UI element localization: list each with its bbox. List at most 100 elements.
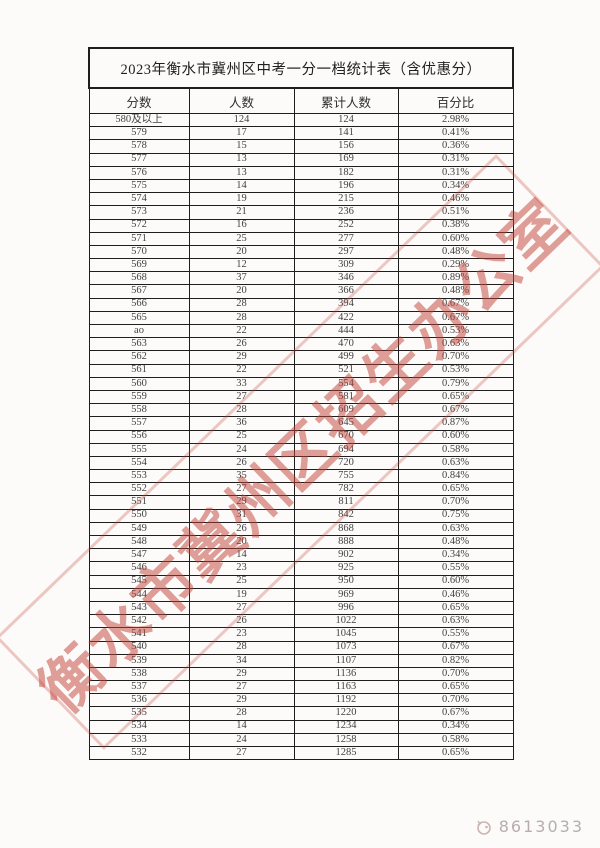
table-cell: 0.82% — [397, 653, 514, 668]
table-cell: 215 — [293, 192, 399, 207]
table-cell: 539 — [88, 653, 190, 668]
table-cell: 29 — [188, 666, 295, 682]
table-cell: 0.46% — [397, 587, 514, 602]
table-row: 579 17 141 0.41% — [88, 126, 514, 141]
table-cell: 309 — [293, 258, 399, 273]
table-cell: 31 — [188, 508, 295, 523]
table-cell: 1163 — [293, 680, 399, 695]
table-cell: 29 — [188, 693, 295, 708]
table-cell: 842 — [293, 508, 399, 523]
table-cell: 550 — [88, 508, 190, 523]
table-cell: 580及以上 — [88, 112, 190, 128]
table-cell: 26 — [188, 337, 295, 352]
table-row: 572 16 252 0.38% — [88, 218, 514, 233]
table-cell: 28 — [188, 310, 295, 326]
table-cell: 534 — [88, 719, 190, 734]
table-cell: 571 — [88, 231, 190, 246]
table-cell: 538 — [88, 666, 190, 682]
table-row: 553 35 755 0.84% — [88, 469, 514, 484]
table-cell: 2.98% — [397, 112, 514, 128]
table-cell: 0.48% — [397, 244, 514, 260]
table-cell: 554 — [293, 376, 399, 391]
table-cell: 559 — [88, 389, 190, 405]
table-row: 570 20 297 0.48% — [88, 244, 514, 260]
table-cell: 470 — [293, 337, 399, 352]
table-row: 545 25 950 0.60% — [88, 574, 514, 589]
table-cell: 0.34% — [397, 548, 514, 563]
table-cell: 29 — [188, 495, 295, 510]
table-cell: ao — [88, 323, 190, 339]
table-cell: 27 — [188, 745, 295, 761]
table-cell: 533 — [88, 732, 190, 748]
table-cell: 1192 — [293, 693, 399, 708]
table-cell: 569 — [88, 258, 190, 273]
table-cell: 811 — [293, 495, 399, 510]
table-row: 547 14 902 0.34% — [88, 548, 514, 563]
table-cell: 888 — [293, 534, 399, 550]
table-cell: 902 — [293, 548, 399, 563]
table-row: 577 13 169 0.31% — [88, 152, 514, 167]
table-cell: 277 — [293, 231, 399, 246]
table-cell: 0.63% — [397, 337, 514, 352]
table-cell: 578 — [88, 139, 190, 154]
score-table: 2023年衡水市冀州区中考一分一档统计表（含优惠分） 分数 人数 累计人数 百分… — [88, 47, 514, 761]
table-cell: 422 — [293, 310, 399, 326]
table-cell: 535 — [88, 706, 190, 721]
table-cell: 499 — [293, 350, 399, 365]
table-cell: 0.67% — [397, 310, 514, 326]
table-row: 546 23 925 0.55% — [88, 561, 514, 576]
table-cell: 0.48% — [397, 284, 514, 299]
table-cell: 925 — [293, 561, 399, 576]
table-cell: 0.67% — [397, 297, 514, 312]
table-row: 580及以上 124 124 2.98% — [88, 112, 514, 128]
table-row: 532 27 1285 0.65% — [88, 745, 514, 761]
table-row: 543 27 996 0.65% — [88, 600, 514, 616]
table-cell: 0.70% — [397, 666, 514, 682]
publisher-logo-icon — [475, 818, 493, 836]
table-cell: 521 — [293, 363, 399, 378]
table-cell: 141 — [293, 126, 399, 141]
table-cell: 575 — [88, 178, 190, 194]
table-cell: 0.63% — [397, 455, 514, 471]
table-cell: 1220 — [293, 706, 399, 721]
table-cell: 567 — [88, 284, 190, 299]
table-cell: 19 — [188, 587, 295, 602]
table-cell: 29 — [188, 350, 295, 365]
table-cell: 20 — [188, 284, 295, 299]
table-cell: 23 — [188, 561, 295, 576]
table-cell: 196 — [293, 178, 399, 194]
table-cell: 694 — [293, 442, 399, 457]
table-row: 541 23 1045 0.55% — [88, 627, 514, 642]
table-row: 538 29 1136 0.70% — [88, 666, 514, 682]
publisher-mark: 8613033 — [475, 817, 584, 836]
table-cell: 25 — [188, 574, 295, 589]
table-cell: 0.63% — [397, 614, 514, 629]
table-cell: 532 — [88, 745, 190, 761]
table-row: 567 20 366 0.48% — [88, 284, 514, 299]
table-cell: 0.60% — [397, 574, 514, 589]
table-cell: 0.84% — [397, 469, 514, 484]
table-title-row: 2023年衡水市冀州区中考一分一档统计表（含优惠分） — [88, 47, 514, 89]
table-cell: 542 — [88, 614, 190, 629]
table-row: 536 29 1192 0.70% — [88, 693, 514, 708]
table-row: 571 25 277 0.60% — [88, 231, 514, 246]
table-cell: 0.70% — [397, 350, 514, 365]
table-cell: 27 — [188, 482, 295, 497]
table-cell: 22 — [188, 363, 295, 378]
table-cell: 544 — [88, 587, 190, 602]
table-cell: 26 — [188, 614, 295, 629]
table-cell: 547 — [88, 548, 190, 563]
table-cell: 20 — [188, 534, 295, 550]
table-cell: 566 — [88, 297, 190, 312]
table-cell: 0.53% — [397, 363, 514, 378]
table-row: 539 34 1107 0.82% — [88, 653, 514, 668]
table-cell: 1073 — [293, 640, 399, 655]
table-cell: 0.67% — [397, 706, 514, 721]
table-cell: 541 — [88, 627, 190, 642]
table-cell: 25 — [188, 429, 295, 444]
table-cell: 546 — [88, 561, 190, 576]
table-row: 565 28 422 0.67% — [88, 310, 514, 326]
table-cell: 27 — [188, 389, 295, 405]
table-cell: 720 — [293, 455, 399, 471]
table-cell: 0.34% — [397, 178, 514, 194]
